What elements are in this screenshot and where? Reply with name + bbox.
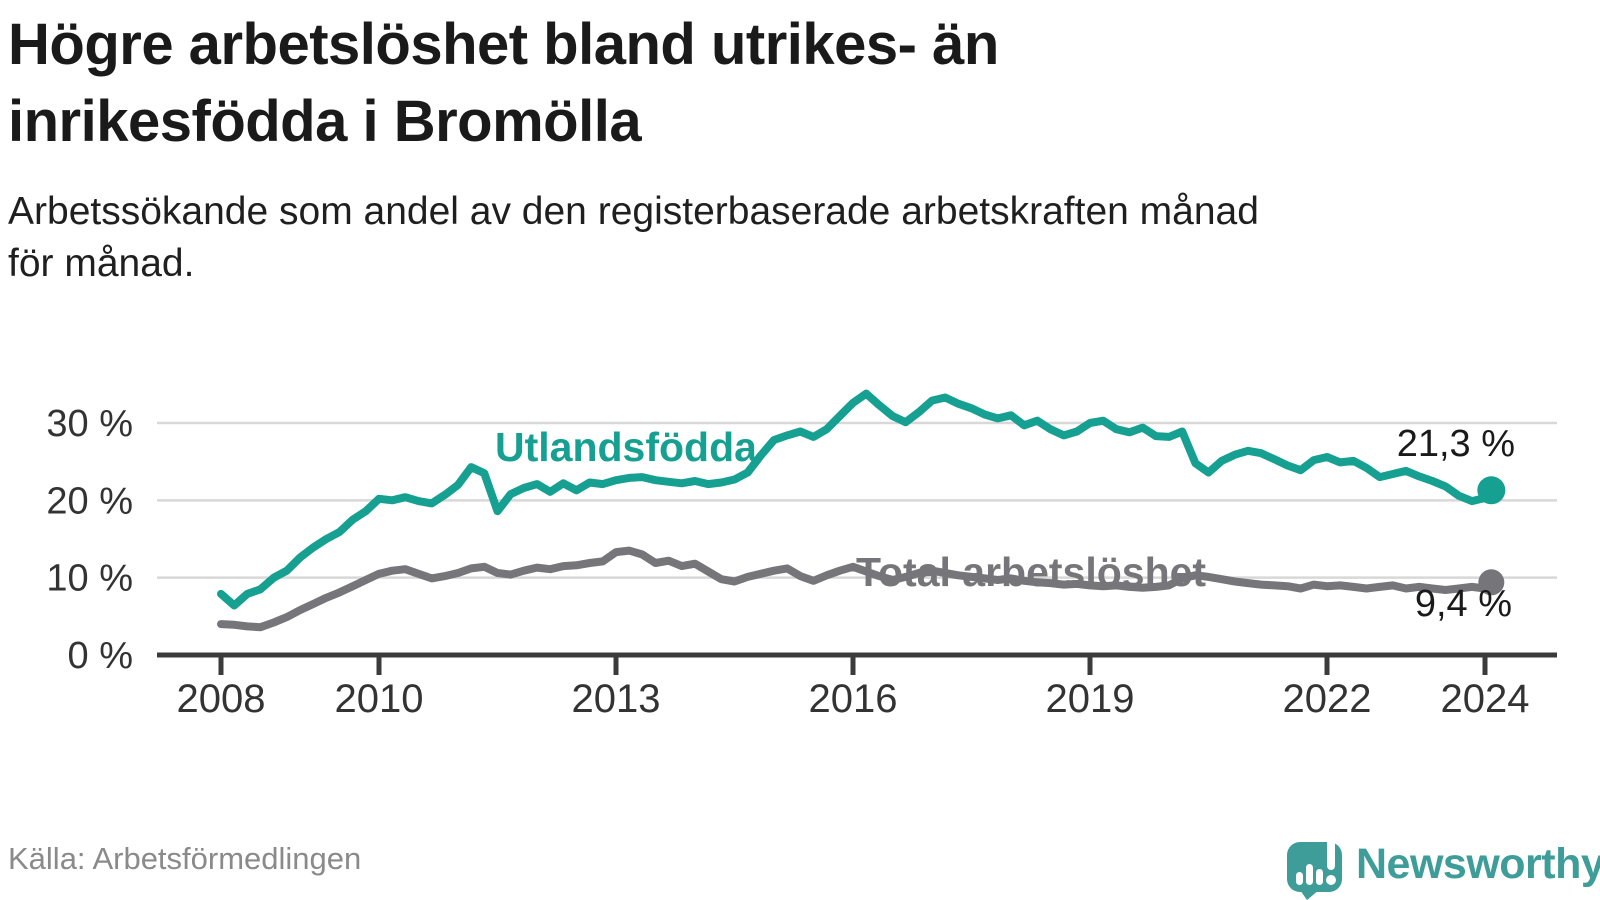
logo-bar-2: [1306, 864, 1313, 885]
logo-bar-3: [1316, 869, 1323, 885]
end-dot-total-arbetsloshet: [1478, 569, 1505, 596]
logo-bar-1: [1296, 872, 1303, 885]
chart-subtitle: Arbetssökande som andel av den registerb…: [8, 186, 1578, 290]
end-dot-utlandsfodda: [1477, 476, 1506, 505]
x-axis-label-2016: 2016: [809, 677, 898, 721]
y-axis-label-10: 10 %: [46, 558, 133, 600]
logo-exclamation-bar: [1327, 838, 1335, 870]
x-axis-label-2024: 2024: [1441, 677, 1530, 721]
data-line-utlandsfodda: [217, 389, 1496, 610]
x-axis-label-2019: 2019: [1046, 677, 1135, 721]
title-line-1: Högre arbetslöshet bland utrikes- än: [8, 12, 999, 77]
source-credit: Källa: Arbetsförmedlingen: [8, 841, 362, 876]
x-axis-label-2013: 2013: [572, 677, 661, 721]
end-value-utlandsfodda: 21,3 %: [1396, 423, 1515, 465]
newsworthy-logo: Newsworthy: [1286, 836, 1600, 900]
newsworthy-logo-text: Newsworthy: [1356, 840, 1600, 888]
newsworthy-logo-icon: [1287, 838, 1342, 900]
y-axis-label-20: 20 %: [46, 480, 133, 522]
page-title: Högre arbetslöshet bland utrikes- än inr…: [8, 6, 1568, 160]
series-label-total-arbetsloshet: Total arbetslöshet: [856, 549, 1207, 595]
end-value-total: 9,4 %: [1414, 583, 1512, 625]
subtitle-line-2: för månad.: [8, 242, 195, 285]
x-axis-label-2008: 2008: [177, 677, 266, 721]
data-line-total-arbetsloshet: [217, 546, 1496, 632]
title-line-2: inrikesfödda i Bromölla: [8, 89, 642, 154]
subtitle-line-1: Arbetssökande som andel av den registerb…: [8, 190, 1259, 233]
series-label-utlandsfodda: Utlandsfödda: [495, 424, 757, 470]
y-axis-label-30: 30 %: [46, 403, 133, 445]
y-axis-label-0: 0 %: [68, 635, 133, 677]
x-axis-label-2022: 2022: [1283, 677, 1372, 721]
x-axis-label-2010: 2010: [335, 677, 424, 721]
logo-exclamation-dot: [1326, 875, 1336, 885]
speech-bubble-tail: [1300, 890, 1319, 900]
